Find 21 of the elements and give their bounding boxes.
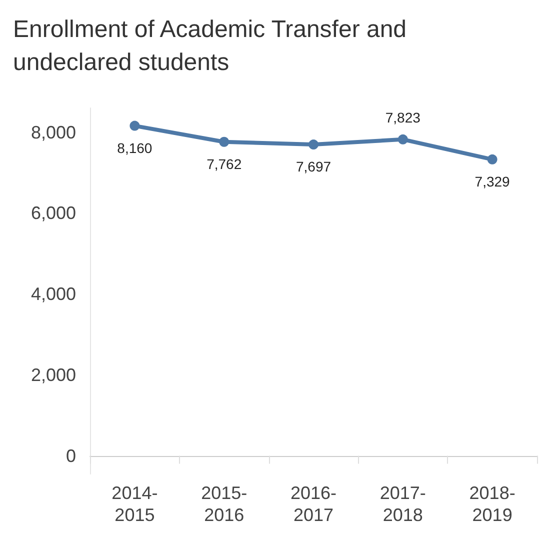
chart-title: Enrollment of Academic Transfer and undeclared students <box>13 16 407 76</box>
point <box>219 136 230 147</box>
data-label: 7,762 <box>206 156 242 172</box>
y-tick-label: 4,000 <box>30 284 76 304</box>
point <box>308 140 318 150</box>
x-tick-label: 2015-2016 <box>201 483 248 525</box>
x-tick-label: 2016-2017 <box>290 483 337 525</box>
y-tick-label: 8,000 <box>30 122 76 142</box>
data-label: 7,329 <box>474 173 510 190</box>
point <box>130 120 140 131</box>
y-tick-label: 0 <box>66 446 76 466</box>
data-label: 8,160 <box>117 140 152 156</box>
point <box>487 154 498 164</box>
y-tick-label: 6,000 <box>30 203 76 224</box>
x-tick-label: 2017-2018 <box>380 483 426 525</box>
data-label: 7,823 <box>385 109 421 126</box>
x-tick-label: 2018-2019 <box>469 483 516 525</box>
data-label: 7,697 <box>296 158 332 175</box>
y-tick-label: 2,000 <box>30 364 76 385</box>
x-tick-label: 2014-2015 <box>112 483 158 525</box>
point <box>398 134 408 144</box>
